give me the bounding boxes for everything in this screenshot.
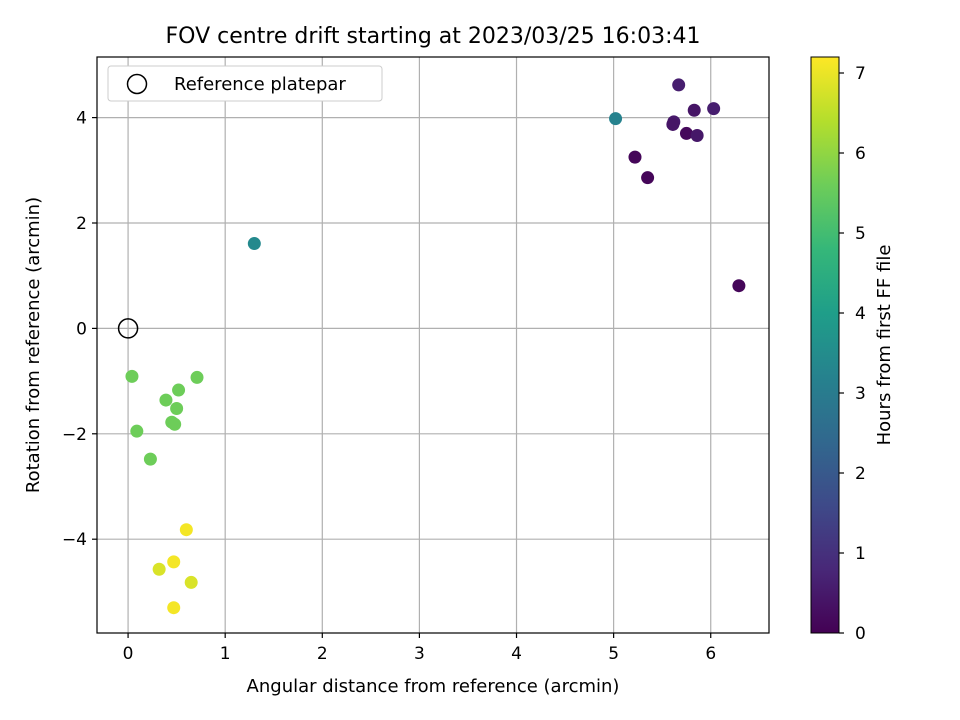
data-point — [167, 601, 181, 615]
colorbar-tick-label: 3 — [855, 384, 866, 404]
data-point — [159, 393, 173, 407]
y-tick-label: 2 — [76, 214, 87, 234]
y-tick-label: 4 — [76, 109, 87, 129]
x-tick-label: 2 — [317, 644, 328, 664]
data-point — [679, 126, 693, 140]
data-point — [641, 171, 655, 185]
scatter-points — [125, 78, 746, 615]
data-point — [170, 402, 184, 416]
data-point — [666, 117, 680, 131]
colorbar-tick-label: 7 — [855, 64, 866, 84]
data-point — [628, 150, 642, 164]
data-point — [130, 424, 144, 438]
colorbar-gradient — [810, 56, 840, 634]
legend: Reference platepar — [107, 65, 383, 102]
grid-lines — [97, 57, 769, 633]
y-tick-label: 0 — [76, 319, 87, 339]
data-point — [152, 562, 166, 576]
data-point — [172, 383, 186, 397]
colorbar-tick-label: 4 — [855, 304, 866, 324]
data-point — [247, 237, 261, 251]
x-axis-label: Angular distance from reference (arcmin) — [247, 676, 620, 697]
chart-title: FOV centre drift starting at 2023/03/25 … — [166, 24, 701, 49]
colorbar-ticks: 0 1 2 3 4 5 6 7 — [839, 64, 866, 644]
x-tick-label: 6 — [705, 644, 716, 664]
y-tick-label: −4 — [62, 530, 87, 550]
x-axis-ticks: 0 1 2 3 4 5 6 — [123, 633, 716, 664]
colorbar-tick-label: 0 — [855, 624, 866, 644]
reference-point — [117, 318, 139, 339]
data-point — [190, 370, 204, 384]
colorbar-tick-label: 1 — [855, 544, 866, 564]
colorbar-tick-label: 6 — [855, 144, 866, 164]
data-point — [609, 112, 623, 126]
x-tick-label: 0 — [123, 644, 134, 664]
x-tick-label: 1 — [220, 644, 231, 664]
reference-marker — [117, 318, 139, 339]
x-tick-label: 5 — [608, 644, 619, 664]
y-axis-ticks: −4 −2 0 2 4 — [62, 109, 97, 550]
data-point — [184, 575, 198, 589]
colorbar-tick-label: 2 — [855, 464, 866, 484]
y-tick-label: −2 — [62, 425, 87, 445]
data-point — [672, 78, 686, 92]
data-point — [168, 417, 182, 431]
data-point — [690, 129, 704, 143]
x-tick-label: 4 — [511, 644, 522, 664]
data-point — [143, 452, 157, 466]
data-point — [732, 279, 746, 293]
legend-entry-label: Reference platepar — [174, 74, 346, 95]
data-point — [687, 103, 701, 117]
legend-marker-icon — [126, 73, 148, 95]
legend-box — [107, 65, 383, 102]
data-point — [125, 369, 139, 383]
data-point — [167, 555, 181, 569]
x-tick-label: 3 — [414, 644, 425, 664]
plot-frame — [96, 56, 770, 634]
colorbar-tick-label: 5 — [855, 224, 866, 244]
colorbar: 0 1 2 3 4 5 6 7 Hours from first FF file — [810, 56, 895, 644]
data-point — [179, 523, 193, 537]
y-axis-label: Rotation from reference (arcmin) — [23, 197, 44, 493]
data-point — [707, 102, 721, 116]
colorbar-label: Hours from first FF file — [874, 245, 895, 446]
